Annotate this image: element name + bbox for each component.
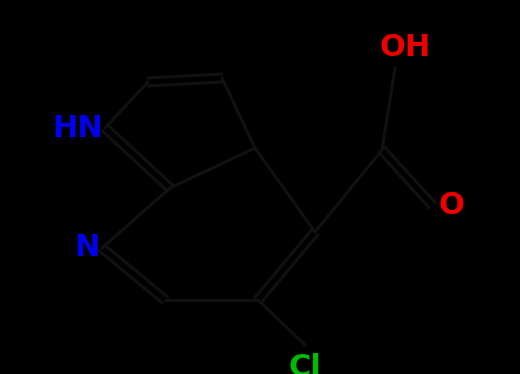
Text: HN: HN <box>52 113 103 142</box>
Text: N: N <box>75 233 100 263</box>
Text: Cl: Cl <box>289 353 321 374</box>
Text: OH: OH <box>380 33 431 62</box>
Text: O: O <box>438 190 464 220</box>
